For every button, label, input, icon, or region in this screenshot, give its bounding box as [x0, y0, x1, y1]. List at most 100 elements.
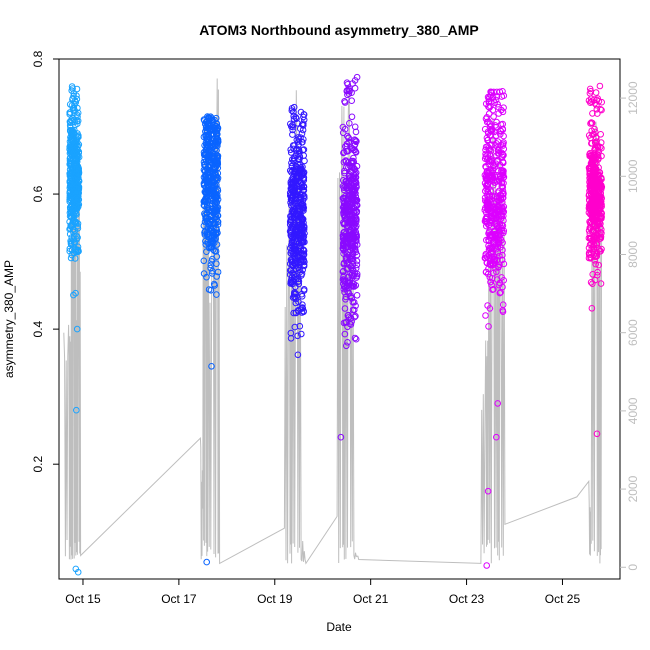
cluster-5: [481, 88, 508, 330]
data-point: [288, 193, 295, 201]
data-point: [67, 254, 75, 262]
data-point: [289, 126, 296, 134]
data-point: [203, 214, 211, 221]
data-point: [500, 151, 507, 159]
data-point: [593, 160, 600, 167]
data-point: [500, 260, 508, 268]
data-point: [344, 323, 351, 331]
data-point: [493, 195, 501, 202]
data-point: [489, 173, 497, 180]
data-point: [295, 156, 303, 163]
data-point: [498, 106, 505, 114]
chart-title: ATOM3 Northbound asymmetry_380_AMP: [199, 22, 479, 38]
data-point: [495, 187, 503, 195]
data-point: [490, 113, 497, 120]
y-axis-label: asymmetry_380_AMP: [2, 260, 16, 378]
data-point: [73, 141, 80, 148]
data-point: [213, 174, 221, 181]
data-point: [66, 196, 73, 203]
data-point: [293, 191, 300, 198]
data-point: [482, 163, 490, 171]
data-point: [291, 186, 299, 194]
data-point: [585, 234, 593, 242]
data-point: [214, 218, 222, 226]
data-point: [205, 152, 212, 160]
data-point: [349, 306, 357, 314]
x-tick-label: Oct 19: [257, 592, 293, 606]
outlier-point: [494, 400, 502, 407]
data-point: [344, 339, 351, 346]
data-point: [287, 329, 295, 337]
data-point: [499, 301, 507, 309]
data-point: [291, 293, 299, 301]
data-point: [350, 187, 357, 195]
data-point: [483, 213, 491, 220]
data-point: [594, 110, 601, 117]
data-point: [341, 169, 348, 177]
data-point: [597, 131, 605, 138]
data-point: [202, 118, 210, 126]
data-point: [214, 268, 222, 276]
outliers: [69, 82, 604, 576]
data-point: [345, 134, 352, 141]
data-point: [350, 158, 358, 166]
data-point: [69, 210, 76, 217]
data-point: [339, 182, 347, 190]
data-point: [73, 232, 80, 240]
data-point: [297, 231, 305, 238]
data-point: [69, 136, 77, 144]
data-point: [496, 161, 504, 169]
data-point: [208, 244, 215, 251]
data-point: [488, 281, 495, 289]
y2-tick-label: 2000: [626, 475, 640, 502]
data-point: [207, 287, 215, 294]
data-point: [290, 239, 298, 246]
data-point: [499, 308, 507, 316]
data-point: [590, 241, 598, 249]
data-point: [68, 117, 75, 125]
data-point: [300, 251, 308, 258]
data-point: [207, 208, 215, 215]
data-point: [487, 213, 495, 220]
data-point: [352, 228, 359, 235]
data-point: [294, 253, 302, 261]
data-point: [298, 201, 305, 208]
data-point: [496, 289, 504, 297]
data-point: [340, 267, 347, 275]
data-point: [298, 330, 305, 338]
data-point: [353, 261, 361, 269]
data-point: [71, 109, 78, 116]
data-point: [72, 192, 79, 199]
data-point: [341, 208, 349, 216]
data-point: [500, 277, 508, 284]
data-point: [590, 187, 598, 194]
y2-axis: 0 2000 4000 6000 8000 10000 12000: [620, 81, 640, 571]
data-point: [342, 200, 350, 208]
data-point: [588, 210, 596, 217]
data-point: [497, 131, 504, 138]
data-point: [346, 182, 354, 190]
data-point: [348, 113, 356, 121]
data-point: [486, 151, 494, 158]
y-tick-label: 0.4: [31, 320, 45, 337]
cluster-3: [286, 103, 308, 359]
data-point: [593, 134, 600, 142]
data-point: [209, 228, 217, 236]
data-point: [488, 122, 495, 130]
data-point: [69, 85, 76, 92]
data-point: [486, 219, 494, 226]
data-point: [591, 144, 599, 152]
data-point: [341, 193, 349, 200]
data-point: [73, 85, 81, 93]
data-point: [588, 152, 595, 160]
data-point: [214, 136, 222, 143]
data-point: [343, 140, 351, 148]
data-point: [290, 103, 298, 111]
data-point: [74, 109, 82, 117]
data-point: [493, 214, 501, 222]
data-point: [295, 275, 302, 283]
data-point: [492, 140, 500, 147]
data-point: [342, 319, 349, 326]
data-point: [210, 235, 217, 242]
data-point: [75, 178, 83, 185]
